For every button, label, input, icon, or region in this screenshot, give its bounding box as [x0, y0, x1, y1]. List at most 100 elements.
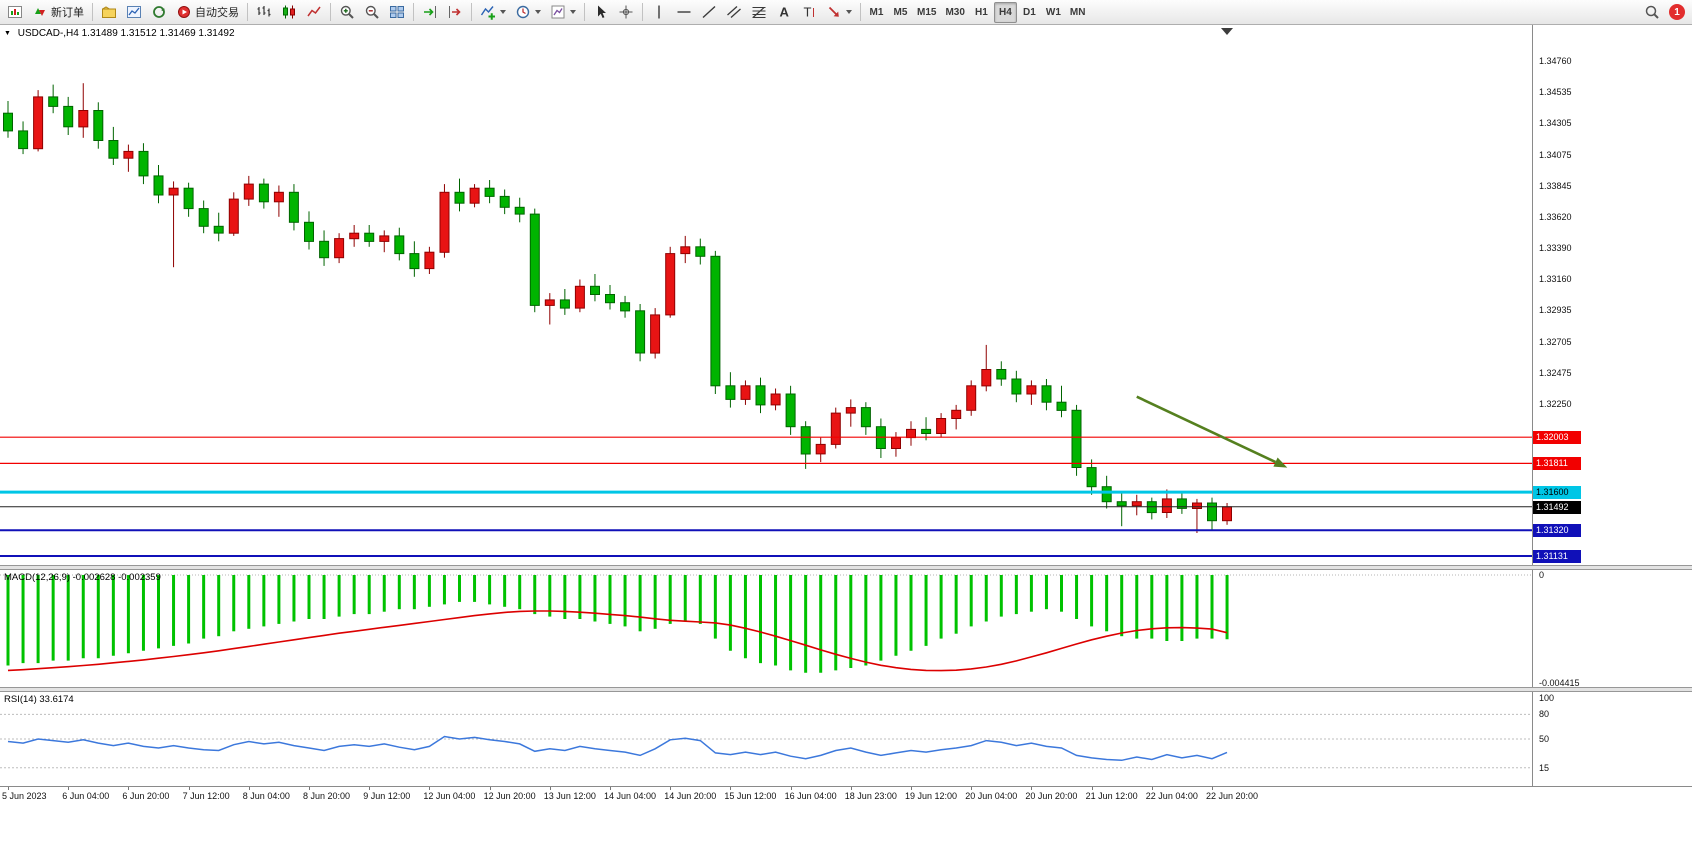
text-label-icon: T — [801, 4, 817, 20]
macd-axis-label: -0.004415 — [1539, 677, 1580, 688]
fibonacci-button[interactable] — [747, 2, 771, 23]
tile-windows-button[interactable] — [385, 2, 409, 23]
line-chart-icon — [306, 4, 322, 20]
hline-price-tag: 1.31320 — [1533, 524, 1581, 538]
price-tick-label: 1.34535 — [1539, 87, 1572, 98]
line-chart-button[interactable] — [302, 2, 326, 23]
candlestick-button[interactable] — [277, 2, 301, 23]
timeframe-d1[interactable]: D1 — [1018, 2, 1041, 23]
time-tick — [369, 787, 371, 790]
toolbar-separator — [642, 3, 643, 21]
search-button[interactable] — [1640, 2, 1664, 23]
new-order-button[interactable]: 新订单 — [28, 2, 88, 23]
time-tick — [429, 787, 431, 790]
time-axis-label: 18 Jun 23:00 — [844, 791, 897, 801]
time-tick — [790, 787, 792, 790]
autotrading-button[interactable]: 自动交易 — [172, 2, 243, 23]
time-axis-label: 21 Jun 12:00 — [1085, 791, 1138, 801]
time-axis-label: 12 Jun 04:00 — [423, 791, 476, 801]
macd-signal-line — [7, 610, 1228, 672]
fibonacci-icon — [751, 4, 767, 20]
time-axis-label: 22 Jun 04:00 — [1145, 791, 1198, 801]
refresh-button[interactable] — [147, 2, 171, 23]
market-watch-icon — [126, 4, 142, 20]
horizontal-line-button[interactable] — [672, 2, 696, 23]
time-axis-label: 15 Jun 12:00 — [724, 791, 777, 801]
hline-price-tag: 1.32003 — [1533, 431, 1581, 445]
hline-price-tag: 1.31811 — [1533, 457, 1581, 471]
rsi-value: 33.6174 — [39, 694, 74, 705]
macd-signal-value: -0.002359 — [118, 572, 161, 583]
equidistant-channel-button[interactable] — [722, 2, 746, 23]
profiles-icon — [101, 4, 117, 20]
auto-scroll-button[interactable] — [418, 2, 442, 23]
time-tick — [8, 787, 9, 790]
time-axis[interactable]: 5 Jun 2023 6 Jun 04:00 6 Jun 20:00 7 Jun 12… — [0, 786, 1692, 844]
rsi-line — [7, 735, 1228, 762]
price-axis[interactable]: 1.34760 1.34535 1.34305 1.34075 1.33845 1.336… — [1532, 25, 1692, 844]
time-axis-label: 7 Jun 12:00 — [182, 791, 230, 801]
timeframe-w1[interactable]: W1 — [1042, 2, 1065, 23]
zoom-out-button[interactable] — [360, 2, 384, 23]
trend-arrow[interactable] — [1136, 395, 1288, 468]
time-axis-label: 5 Jun 2023 — [2, 791, 47, 801]
timeframe-m5[interactable]: M5 — [889, 2, 912, 23]
timeframe-mn[interactable]: MN — [1066, 2, 1090, 23]
zoom-in-button[interactable] — [335, 2, 359, 23]
cursor-button[interactable] — [589, 2, 613, 23]
time-axis-label: 6 Jun 20:00 — [122, 791, 170, 801]
timeframe-h1[interactable]: H1 — [970, 2, 993, 23]
chevron-down-icon — [535, 10, 541, 14]
equidistant-channel-icon — [726, 4, 742, 20]
vertical-line-icon — [651, 4, 667, 20]
indicators-icon — [480, 4, 496, 20]
new-chart-icon — [7, 4, 23, 20]
timeframe-h4[interactable]: H4 — [993, 1, 1017, 23]
notification-badge[interactable]: 1 — [1669, 4, 1685, 20]
chart-shift-marker[interactable] — [1221, 28, 1233, 35]
ohlc-readout: 1.31489 1.31512 1.31469 1.31492 — [81, 28, 235, 39]
rsi-axis-label: 50 — [1539, 734, 1550, 744]
timeframe-m30[interactable]: M30 — [941, 2, 968, 23]
text-button[interactable]: A — [772, 2, 796, 23]
timeframe-m15[interactable]: M15 — [913, 2, 940, 23]
crosshair-button[interactable] — [614, 2, 638, 23]
collapse-chart-button[interactable]: ▼ — [4, 30, 11, 37]
periods-button[interactable] — [511, 2, 545, 23]
refresh-icon — [151, 4, 167, 20]
vertical-line-button[interactable] — [647, 2, 671, 23]
arrows-button[interactable] — [822, 2, 856, 23]
chart-shift-button[interactable] — [443, 2, 467, 23]
price-tick-label: 1.34760 — [1539, 56, 1572, 67]
profiles-button[interactable] — [97, 2, 121, 23]
macd-panel-layer — [0, 574, 1532, 673]
time-axis-label: 8 Jun 20:00 — [303, 791, 351, 801]
macd-name-label: MACD(12,26,9) — [4, 572, 70, 583]
time-tick — [309, 787, 310, 790]
horizontal-lines-layer[interactable] — [0, 436, 1532, 557]
templates-button[interactable] — [546, 2, 580, 23]
timeframe-m1[interactable]: M1 — [865, 2, 888, 23]
bar-chart-button[interactable] — [252, 2, 276, 23]
chart-shift-icon — [447, 4, 463, 20]
indicators-button[interactable] — [476, 2, 510, 23]
hline-price-tag: 1.31131 — [1533, 550, 1581, 564]
cursor-icon — [593, 4, 609, 20]
tile-windows-icon — [389, 4, 405, 20]
time-axis-label: 13 Jun 12:00 — [543, 791, 596, 801]
auto-scroll-icon — [422, 4, 438, 20]
time-tick — [1212, 787, 1213, 790]
trendline-button[interactable] — [697, 2, 721, 23]
autotrade-icon — [176, 4, 192, 20]
panel-splitter-rsi[interactable] — [0, 687, 1692, 692]
time-axis-label: 12 Jun 20:00 — [483, 791, 536, 801]
bid-price-tag: 1.31492 — [1533, 500, 1581, 514]
arrows-icon — [826, 4, 842, 20]
price-tick-label: 1.32475 — [1539, 367, 1572, 378]
market-watch-button[interactable] — [122, 2, 146, 23]
new-chart-button[interactable] — [3, 2, 27, 23]
panel-splitter-macd[interactable] — [0, 565, 1692, 570]
text-label-button[interactable]: T — [797, 2, 821, 23]
symbol-period-label: USDCAD-,H4 — [17, 28, 79, 39]
